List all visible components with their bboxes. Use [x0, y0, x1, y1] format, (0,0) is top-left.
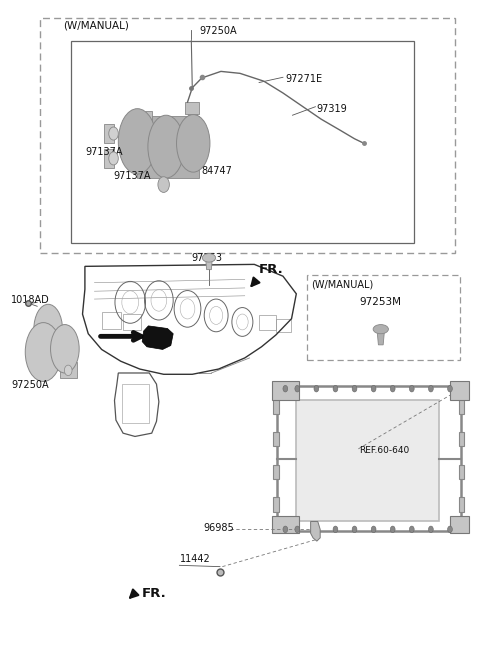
Bar [60, 362, 77, 378]
Ellipse shape [118, 108, 156, 174]
Bar [450, 516, 469, 533]
Text: FR.: FR. [142, 587, 167, 600]
Bar [274, 464, 279, 479]
Text: (W/MANUAL): (W/MANUAL) [312, 280, 374, 290]
Bar [144, 110, 152, 153]
Text: 96985: 96985 [203, 523, 234, 533]
Bar [104, 148, 114, 168]
Ellipse shape [202, 254, 216, 262]
Polygon shape [205, 258, 212, 269]
Bar [121, 384, 149, 423]
Ellipse shape [25, 323, 61, 382]
Text: (W/MANUAL): (W/MANUAL) [63, 20, 129, 31]
Bar [458, 464, 464, 479]
Bar [276, 319, 290, 332]
Circle shape [429, 526, 433, 533]
Bar [273, 381, 299, 401]
Bar [296, 401, 440, 522]
Circle shape [390, 526, 395, 533]
Text: 97271E: 97271E [285, 74, 323, 83]
Polygon shape [377, 329, 384, 345]
Text: 97137A: 97137A [114, 171, 151, 181]
Text: REF.60-640: REF.60-640 [360, 446, 409, 455]
Text: 84747: 84747 [202, 166, 233, 176]
Circle shape [409, 386, 414, 392]
Ellipse shape [177, 114, 210, 172]
Circle shape [109, 127, 118, 140]
Polygon shape [311, 522, 320, 541]
Circle shape [390, 386, 395, 392]
Text: 1018AD: 1018AD [11, 296, 50, 306]
Bar [307, 275, 459, 360]
Circle shape [109, 152, 118, 165]
Text: 97137A: 97137A [85, 147, 122, 157]
Text: 97253: 97253 [191, 253, 222, 263]
Circle shape [371, 386, 376, 392]
Bar [450, 381, 469, 401]
Bar [189, 107, 197, 143]
Bar [39, 18, 455, 253]
Bar [104, 124, 114, 143]
Circle shape [352, 386, 357, 392]
Circle shape [333, 386, 338, 392]
Circle shape [314, 386, 319, 392]
Circle shape [333, 526, 338, 533]
Text: 97319: 97319 [316, 104, 347, 114]
Bar [71, 41, 414, 244]
Bar [277, 386, 461, 532]
Circle shape [158, 177, 169, 193]
Circle shape [409, 526, 414, 533]
Circle shape [314, 526, 319, 533]
Bar [123, 314, 141, 330]
Bar [458, 399, 464, 413]
Bar [274, 399, 279, 413]
Polygon shape [142, 326, 173, 350]
Text: 97250A: 97250A [200, 26, 237, 36]
Circle shape [447, 526, 452, 533]
Circle shape [295, 386, 300, 392]
Ellipse shape [34, 304, 62, 354]
Bar [102, 312, 120, 328]
Bar [259, 315, 276, 330]
Bar [273, 516, 299, 533]
Ellipse shape [373, 325, 388, 334]
Circle shape [295, 526, 300, 533]
Circle shape [283, 526, 288, 533]
Text: FR.: FR. [259, 263, 284, 276]
Circle shape [429, 386, 433, 392]
Text: 11442: 11442 [180, 554, 211, 564]
Bar [458, 432, 464, 446]
Text: 97253M: 97253M [360, 298, 402, 307]
Circle shape [447, 386, 452, 392]
Circle shape [352, 526, 357, 533]
Circle shape [64, 365, 72, 376]
Bar [274, 432, 279, 446]
Bar [185, 102, 199, 114]
Text: 97250A: 97250A [11, 380, 48, 390]
Bar [274, 497, 279, 512]
Circle shape [371, 526, 376, 533]
Ellipse shape [148, 115, 184, 178]
Bar [137, 116, 199, 178]
Circle shape [283, 386, 288, 392]
Ellipse shape [50, 325, 79, 373]
Bar [458, 497, 464, 512]
